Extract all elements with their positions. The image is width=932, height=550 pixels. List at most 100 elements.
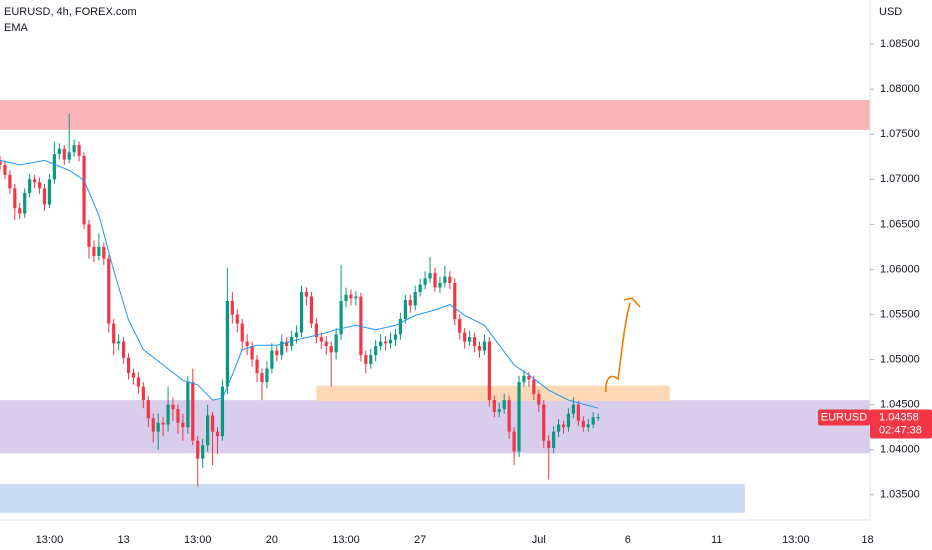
candle-body — [136, 377, 141, 387]
candle-body — [57, 148, 61, 155]
candle-body — [542, 404, 546, 441]
candle-body — [453, 282, 457, 320]
candle-body — [334, 334, 338, 353]
x-tick-label: 11 — [711, 534, 722, 546]
candle-body — [537, 393, 541, 405]
candle-body — [112, 323, 116, 344]
price-tag — [870, 409, 932, 439]
zones — [0, 100, 870, 513]
candle-body — [67, 152, 71, 160]
candle-body — [107, 258, 111, 324]
y-tick-label: 1.03500 — [880, 489, 920, 501]
candle-body — [92, 246, 96, 256]
candle-body — [512, 431, 516, 452]
candle-body — [552, 431, 556, 448]
candle-body — [443, 276, 447, 283]
candle-body — [596, 417, 600, 419]
candle-body — [280, 341, 284, 356]
currency-label: USD — [879, 6, 902, 18]
candle-body — [171, 404, 175, 410]
candle-body — [87, 224, 91, 247]
candle-body — [181, 422, 185, 428]
candle-body — [141, 386, 145, 401]
candle-body — [463, 332, 467, 342]
y-tick-label: 1.05500 — [880, 308, 920, 320]
candle-body — [561, 424, 566, 428]
candle-body — [156, 422, 160, 432]
candle-body — [448, 276, 452, 283]
x-tick-label: 13:00 — [36, 534, 64, 546]
candle-body — [502, 400, 506, 410]
zone — [0, 100, 870, 130]
x-tick-label: 27 — [414, 534, 426, 546]
candle-body — [230, 301, 234, 315]
candle-body — [196, 440, 200, 459]
candle-body — [388, 339, 393, 344]
candle-body — [255, 359, 259, 374]
candle-body — [403, 300, 407, 320]
y-tick-label: 1.06000 — [880, 263, 920, 275]
zone — [0, 483, 745, 513]
candle-body — [28, 179, 32, 193]
candle-body — [354, 296, 358, 299]
candle-body — [428, 273, 432, 279]
candle-body — [191, 382, 195, 441]
candle-body — [146, 400, 150, 419]
candle-body — [250, 346, 254, 360]
candle-body — [423, 278, 427, 285]
y-tick-label: 1.08500 — [880, 38, 920, 50]
candle-body — [472, 337, 477, 347]
candle-body — [151, 418, 155, 432]
candle-body — [319, 337, 323, 342]
candle-body — [220, 386, 225, 437]
x-tick-label: 13 — [117, 534, 129, 546]
candle-body — [299, 291, 304, 333]
candle-body — [265, 368, 269, 383]
candle-body — [413, 291, 417, 306]
countdown-label: 02:47:38 — [879, 424, 922, 436]
candle-body — [0, 161, 2, 165]
candle-body — [126, 357, 131, 374]
y-tick-label: 1.06500 — [880, 218, 920, 230]
y-tick-label: 1.08000 — [880, 83, 920, 95]
candle-body — [527, 375, 531, 380]
candle-body — [398, 319, 402, 335]
candle-body — [52, 154, 56, 180]
symbol-tag-label: EURUSD — [821, 411, 868, 423]
candle-body — [186, 382, 190, 428]
candle-body — [329, 346, 333, 353]
candle-body — [324, 341, 328, 347]
x-tick-label: Jul — [532, 534, 546, 546]
candle-body — [468, 337, 472, 342]
candle-body — [566, 413, 571, 428]
candle-body — [121, 341, 126, 358]
candle-body — [576, 404, 580, 421]
candle-body — [418, 284, 422, 292]
candle-body — [586, 424, 590, 428]
candle-body — [581, 420, 585, 428]
candle-body — [507, 400, 511, 432]
candle-body — [166, 404, 170, 425]
y-tick-label: 1.04500 — [880, 399, 920, 411]
candle-body — [349, 294, 353, 299]
price-tag-label: 1.04358 — [879, 411, 919, 423]
candle-body — [275, 350, 279, 356]
x-tick-label: 20 — [266, 534, 278, 546]
candle-body — [131, 373, 136, 378]
candle-body — [458, 319, 462, 333]
candle-body — [161, 422, 165, 425]
symbol-title: EURUSD, 4h, FOREX.com — [4, 6, 137, 18]
candle-body — [408, 300, 412, 306]
candle-body — [374, 346, 378, 356]
plot — [0, 113, 600, 487]
candle-body — [393, 334, 398, 340]
candle-body — [532, 379, 536, 394]
candle-body — [23, 192, 27, 214]
candle-body — [477, 346, 482, 351]
candle-body — [206, 415, 210, 446]
candle-body — [260, 373, 264, 383]
candle-body — [522, 375, 526, 383]
zone — [0, 400, 870, 454]
